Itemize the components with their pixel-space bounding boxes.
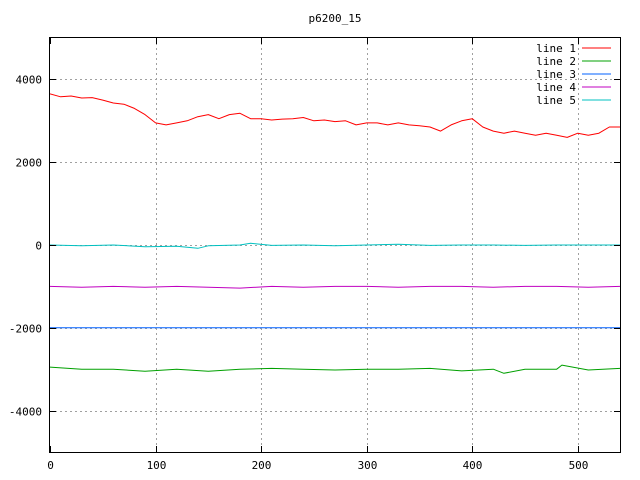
x-tick-label: 500 (569, 459, 589, 472)
series-layer (50, 93, 620, 374)
x-tick-label: 0 (47, 459, 54, 472)
series-line-2 (50, 364, 620, 374)
legend-label: line 2 (536, 55, 576, 68)
x-tick-label: 300 (358, 459, 378, 472)
x-tick-label: 100 (147, 459, 167, 472)
y-tick-label: -2000 (9, 323, 42, 336)
x-tick-label: 200 (252, 459, 272, 472)
legend-label: line 4 (536, 81, 576, 94)
y-tick-label: 4000 (16, 74, 43, 87)
series-line-1 (50, 93, 620, 138)
y-tick-label: 2000 (16, 157, 43, 170)
y-tick-label: 0 (35, 240, 42, 253)
series-line-5 (50, 242, 620, 249)
legend-label: line 1 (536, 42, 576, 55)
plot-frame (49, 37, 621, 453)
legend-label: line 5 (536, 94, 576, 107)
series-line-4 (50, 285, 620, 289)
x-tick-label: 400 (463, 459, 483, 472)
legend-label: line 3 (536, 68, 576, 81)
axis-ticks: 0 100 200 300 400 500 -4000 -2000 0 2000 4000 (9, 38, 620, 472)
y-tick-label: -4000 (9, 406, 42, 419)
chart-title: p6200_15 (309, 12, 362, 25)
